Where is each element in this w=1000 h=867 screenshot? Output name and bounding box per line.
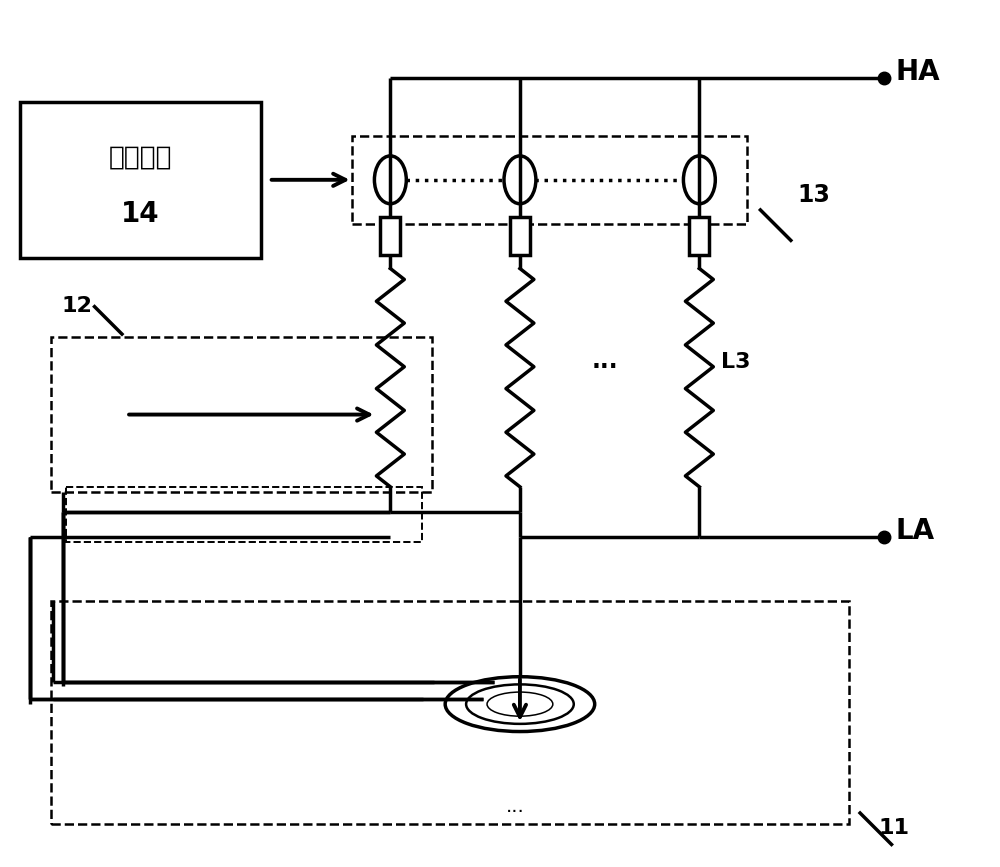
Bar	[510, 218, 530, 255]
Bar	[66, 487, 422, 542]
Bar	[689, 218, 709, 255]
Text: HA: HA	[896, 58, 940, 86]
Text: L3: L3	[721, 352, 751, 372]
Ellipse shape	[683, 156, 715, 204]
Text: ...: ...	[506, 797, 524, 816]
Text: 分析模块: 分析模块	[108, 145, 172, 171]
Bar	[51, 337, 432, 492]
Bar	[20, 102, 261, 257]
Text: 14: 14	[121, 200, 159, 228]
Text: 13: 13	[797, 183, 830, 206]
Text: ...: ...	[591, 349, 618, 373]
Ellipse shape	[374, 156, 406, 204]
Bar	[380, 218, 400, 255]
Text: 12: 12	[61, 297, 92, 316]
Ellipse shape	[504, 156, 536, 204]
Bar	[51, 602, 849, 824]
Bar	[352, 136, 747, 224]
Text: 11: 11	[879, 818, 910, 838]
Text: LA: LA	[896, 517, 935, 544]
